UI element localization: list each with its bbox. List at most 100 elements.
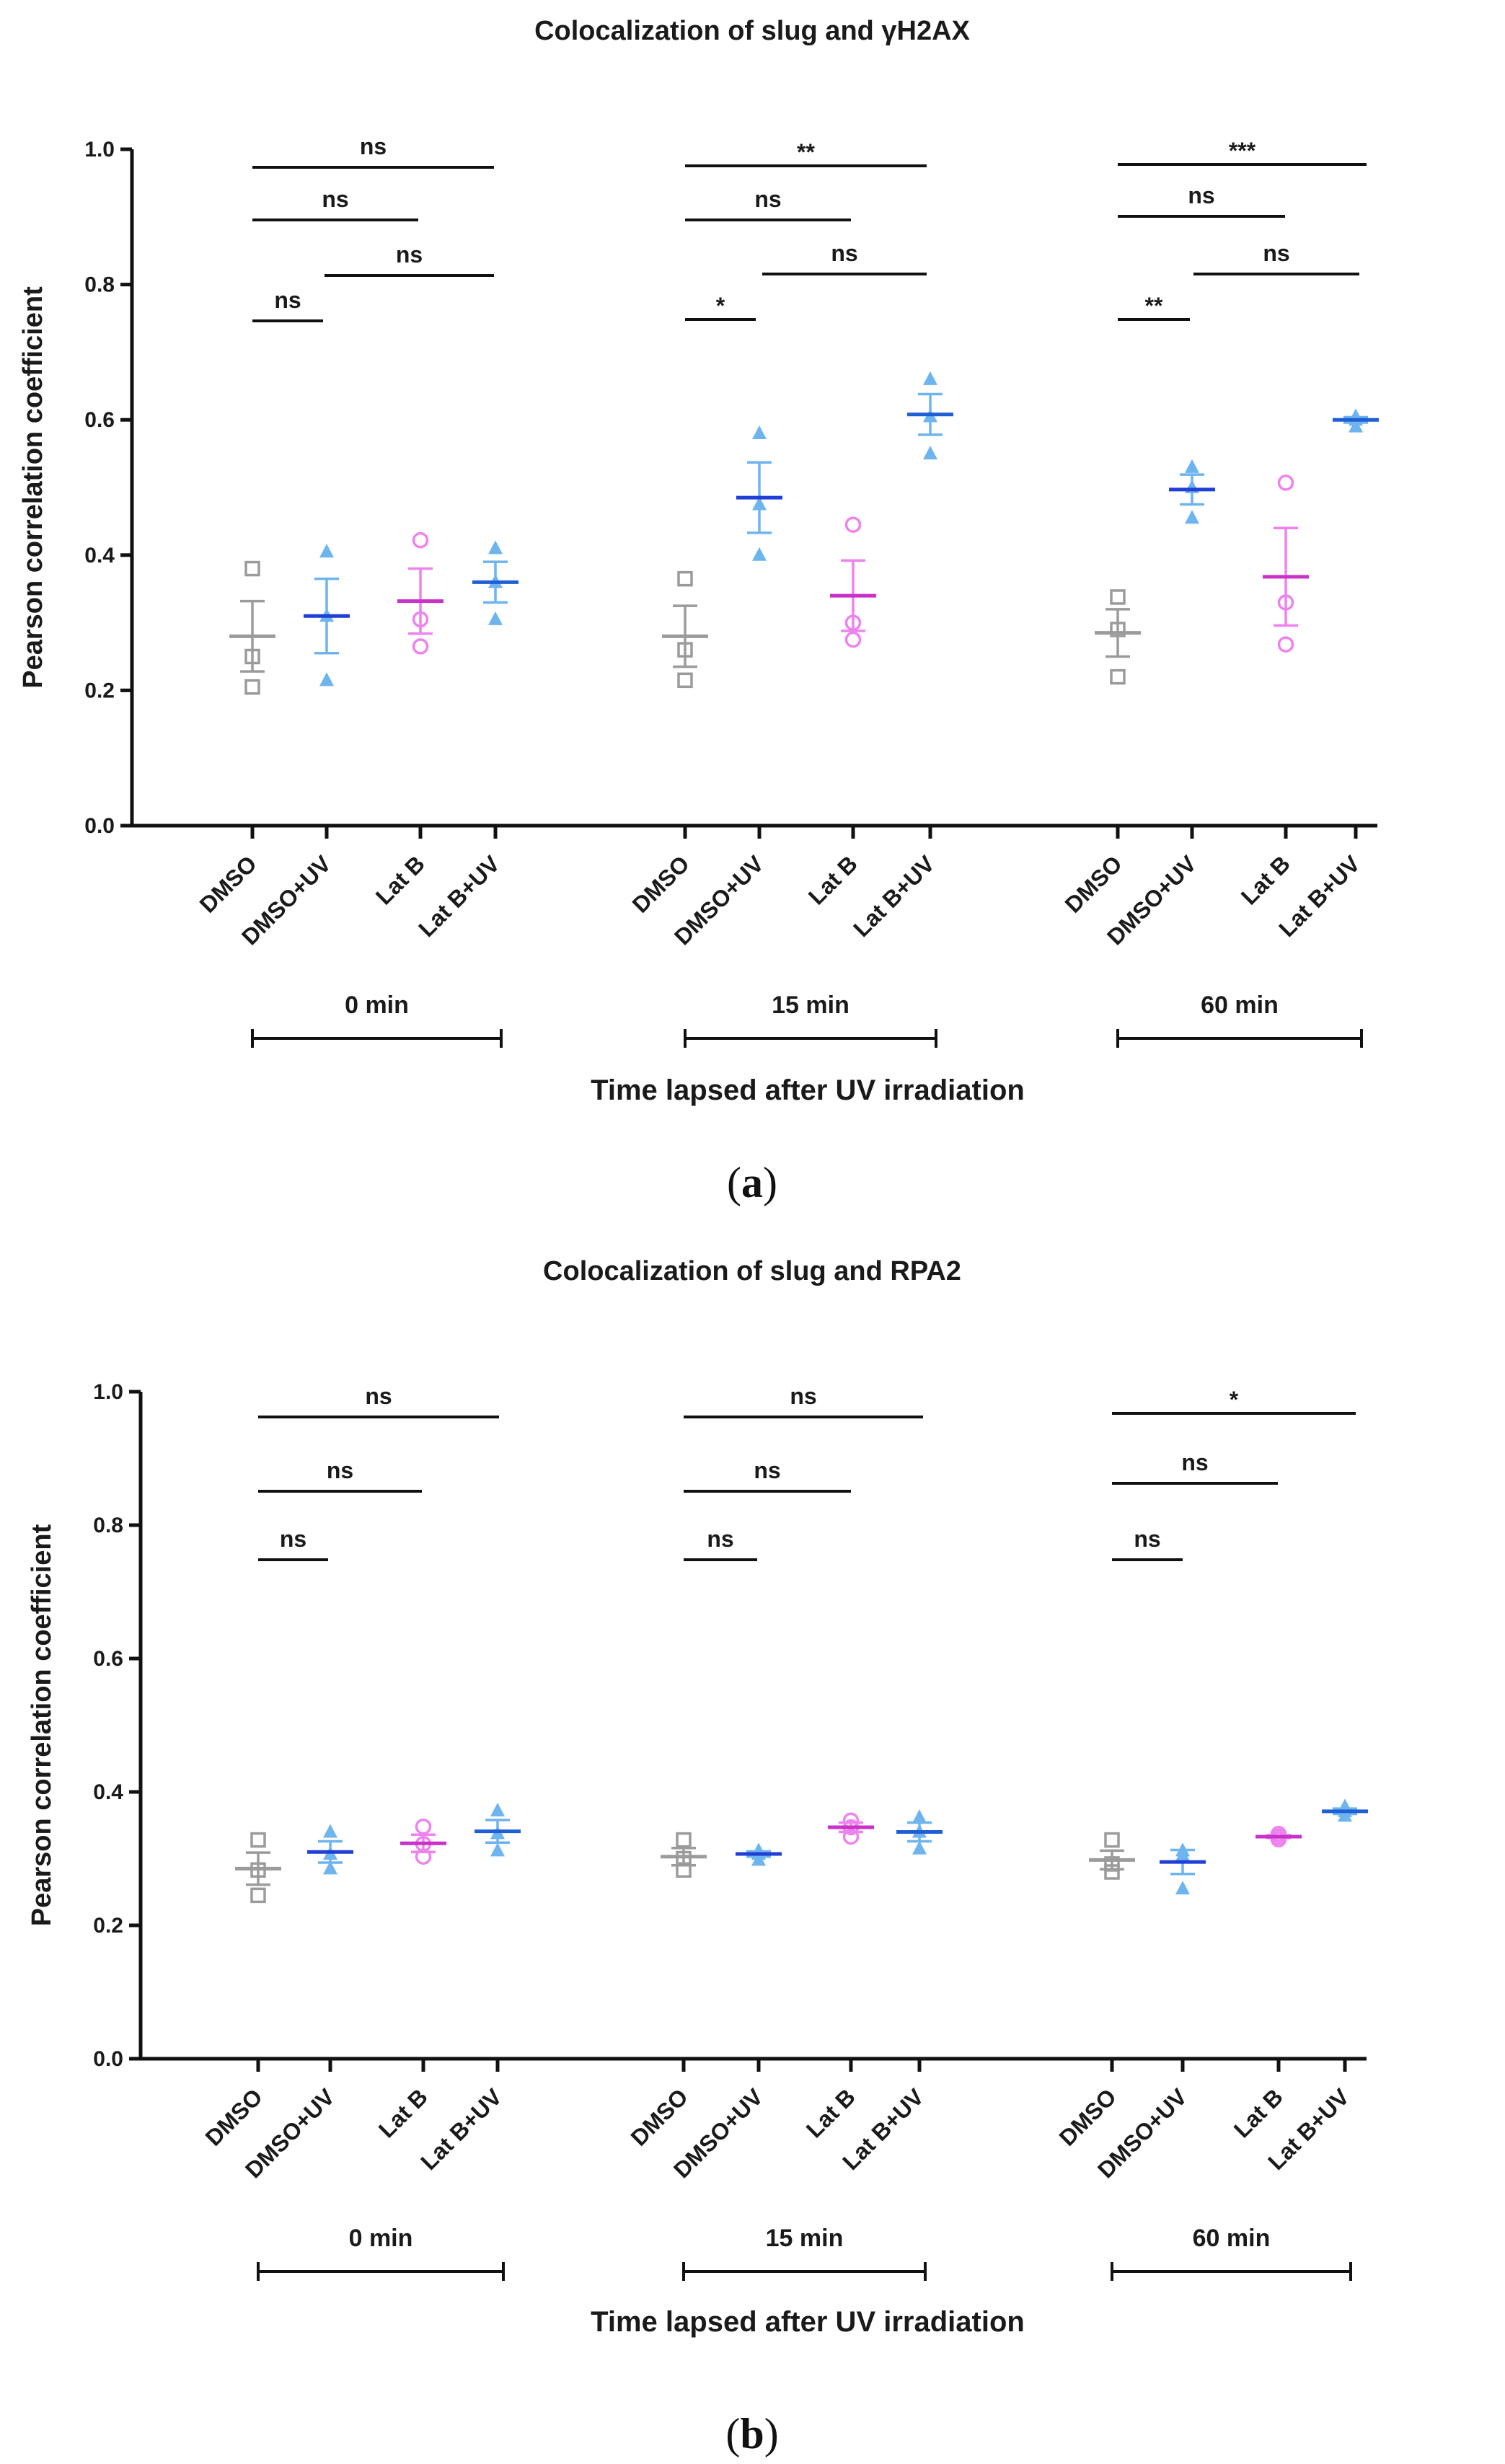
group-label: 15 min <box>766 2225 844 2252</box>
x-category-label: Lat B <box>374 2083 433 2142</box>
data-point <box>250 1832 266 1848</box>
data-point <box>1175 1847 1190 1861</box>
data-point <box>1349 418 1363 433</box>
significance-label: ns <box>754 1457 780 1483</box>
x-category-label: DMSO <box>626 2083 693 2150</box>
x-axis-label: Time lapsed after UV irradiation <box>591 2306 1025 2338</box>
data-point <box>844 631 862 648</box>
data-point <box>1110 622 1126 637</box>
data-point <box>244 648 260 665</box>
significance-label: ns <box>1188 182 1214 208</box>
group-label: 0 min <box>349 2225 413 2252</box>
significance-label: ns <box>754 186 781 212</box>
data-point <box>923 371 937 385</box>
data-point <box>1110 668 1126 685</box>
significance-label: * <box>716 293 725 319</box>
data-point <box>1277 594 1294 611</box>
group-label: 60 min <box>1201 992 1279 1019</box>
chart-panel-b: Colocalization of slug and RPA2 0.0 0.2 0.4… <box>27 1256 1368 2338</box>
x-category-label: Lat B <box>1229 2083 1288 2142</box>
data-point <box>323 1824 337 1838</box>
significance-label: ns <box>790 1383 816 1409</box>
y-tick-label: 0.8 <box>84 273 115 297</box>
significance-label: ns <box>365 1383 392 1409</box>
group-label: 0 min <box>345 992 409 1019</box>
data-point <box>752 547 767 561</box>
data-point <box>676 1862 692 1878</box>
data-point <box>1175 1881 1190 1895</box>
y-tick-label: 0.6 <box>93 1647 123 1671</box>
data-point <box>1277 636 1294 653</box>
significance-label: ns <box>280 1526 306 1552</box>
data-point <box>488 540 503 555</box>
data-point <box>751 1852 766 1866</box>
data-point <box>319 544 334 558</box>
data-point <box>1104 1864 1120 1880</box>
data-point <box>1110 589 1126 605</box>
x-category-label: Lat B+UV <box>415 2083 507 2175</box>
y-tick-label: 0.6 <box>84 408 115 432</box>
x-category-label: Lat B <box>1236 850 1295 909</box>
significance-label: ** <box>1145 293 1163 319</box>
chart-panel-a: Colocalization of slug and γH2AX 0.0 0.2 0.… <box>18 16 1379 1106</box>
data-point <box>923 446 937 460</box>
data-point <box>912 1809 927 1824</box>
y-tick-label: 0.4 <box>93 1780 123 1804</box>
data-point <box>415 1848 432 1865</box>
significance-label: ns <box>707 1526 733 1552</box>
data-point <box>842 1828 860 1845</box>
data-point <box>412 531 429 549</box>
data-point <box>250 1887 266 1904</box>
significance-label: ns <box>327 1457 353 1483</box>
data-point <box>752 496 767 511</box>
data-point <box>677 570 693 587</box>
significance-label: ns <box>360 133 387 159</box>
x-category-label: DMSO <box>200 2083 268 2150</box>
significance-label: ns <box>831 240 857 266</box>
chart-title: Colocalization of slug and RPA2 <box>543 1256 961 1286</box>
data-point <box>1104 1856 1120 1872</box>
x-axis-label: Time lapsed after UV irradiation <box>591 1074 1025 1106</box>
y-tick-label: 0.4 <box>84 544 115 568</box>
x-category-label: Lat B <box>801 2083 860 2142</box>
y-tick-label: 1.0 <box>84 138 115 162</box>
x-category-label: DMSO <box>1054 2083 1121 2150</box>
x-category-label: Lat B+UV <box>413 850 505 942</box>
panel-label-a: (a) <box>727 1159 777 1206</box>
y-axis-label: Pearson correlation coefficient <box>18 286 48 689</box>
x-category-label: Lat B <box>803 850 862 909</box>
y-tick-label: 1.0 <box>93 1380 123 1404</box>
data-point <box>244 560 260 577</box>
y-tick-label: 0.2 <box>84 679 115 702</box>
x-category-label: Lat B <box>371 850 430 909</box>
x-category-label: DMSO <box>627 850 694 917</box>
data-point <box>1338 1808 1352 1822</box>
data-point <box>415 1818 432 1835</box>
data-point <box>412 611 429 628</box>
data-point <box>752 425 767 439</box>
data-point <box>490 1802 505 1816</box>
x-category-label: Lat B+UV <box>848 850 940 942</box>
chart-title: Colocalization of slug and γH2AX <box>534 16 970 46</box>
group-label: 15 min <box>772 992 849 1019</box>
data-point <box>912 1840 927 1855</box>
data-point <box>1185 510 1199 524</box>
data-point <box>244 679 260 695</box>
data-point <box>323 1860 337 1875</box>
data-point <box>844 516 862 533</box>
significance-label: *** <box>1229 138 1256 164</box>
significance-label: ns <box>1263 240 1289 266</box>
data-point <box>1270 1831 1287 1847</box>
significance-label: ns <box>1134 1526 1160 1552</box>
data-point <box>1104 1832 1120 1848</box>
significance-label: ns <box>396 242 423 268</box>
y-axis-label: Pearson correlation coefficient <box>27 1524 57 1926</box>
significance-label: * <box>1230 1387 1239 1413</box>
data-point <box>844 614 862 631</box>
x-category-label: DMSO <box>1060 850 1127 917</box>
significance-label: ns <box>1181 1449 1208 1475</box>
significance-label: ns <box>274 287 301 313</box>
y-tick-label: 0.8 <box>93 1514 123 1537</box>
y-tick-label: 0.0 <box>93 2047 123 2071</box>
y-tick-label: 0.0 <box>84 814 115 838</box>
